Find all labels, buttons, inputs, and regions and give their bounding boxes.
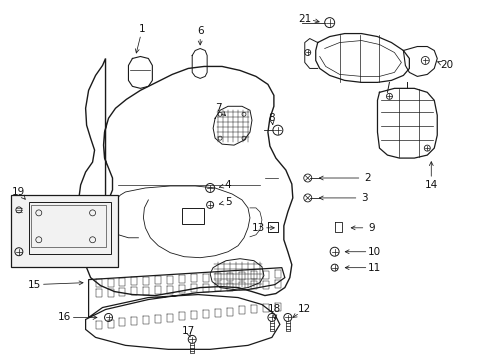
Text: 21: 21 — [298, 14, 311, 24]
Text: 12: 12 — [298, 305, 311, 315]
Text: 19: 19 — [12, 187, 25, 197]
Text: 10: 10 — [367, 247, 380, 257]
Text: 8: 8 — [268, 113, 275, 123]
Text: 1: 1 — [139, 24, 145, 33]
Text: 16: 16 — [58, 312, 71, 323]
Text: 9: 9 — [367, 223, 374, 233]
Bar — [31, 205, 105, 247]
Text: 3: 3 — [361, 193, 367, 203]
Text: 5: 5 — [224, 197, 231, 207]
Text: 11: 11 — [367, 263, 380, 273]
Text: 15: 15 — [28, 280, 41, 289]
Text: 18: 18 — [268, 305, 281, 315]
FancyBboxPatch shape — [11, 195, 118, 267]
Text: 20: 20 — [440, 60, 453, 71]
Text: 14: 14 — [424, 180, 437, 190]
Text: 6: 6 — [197, 26, 203, 36]
Bar — [182, 208, 203, 224]
Text: 2: 2 — [364, 173, 370, 183]
Text: 13: 13 — [251, 223, 264, 233]
Text: 7: 7 — [214, 103, 221, 113]
Text: 17: 17 — [181, 327, 194, 336]
Text: 4: 4 — [224, 180, 231, 190]
Bar — [29, 202, 110, 254]
